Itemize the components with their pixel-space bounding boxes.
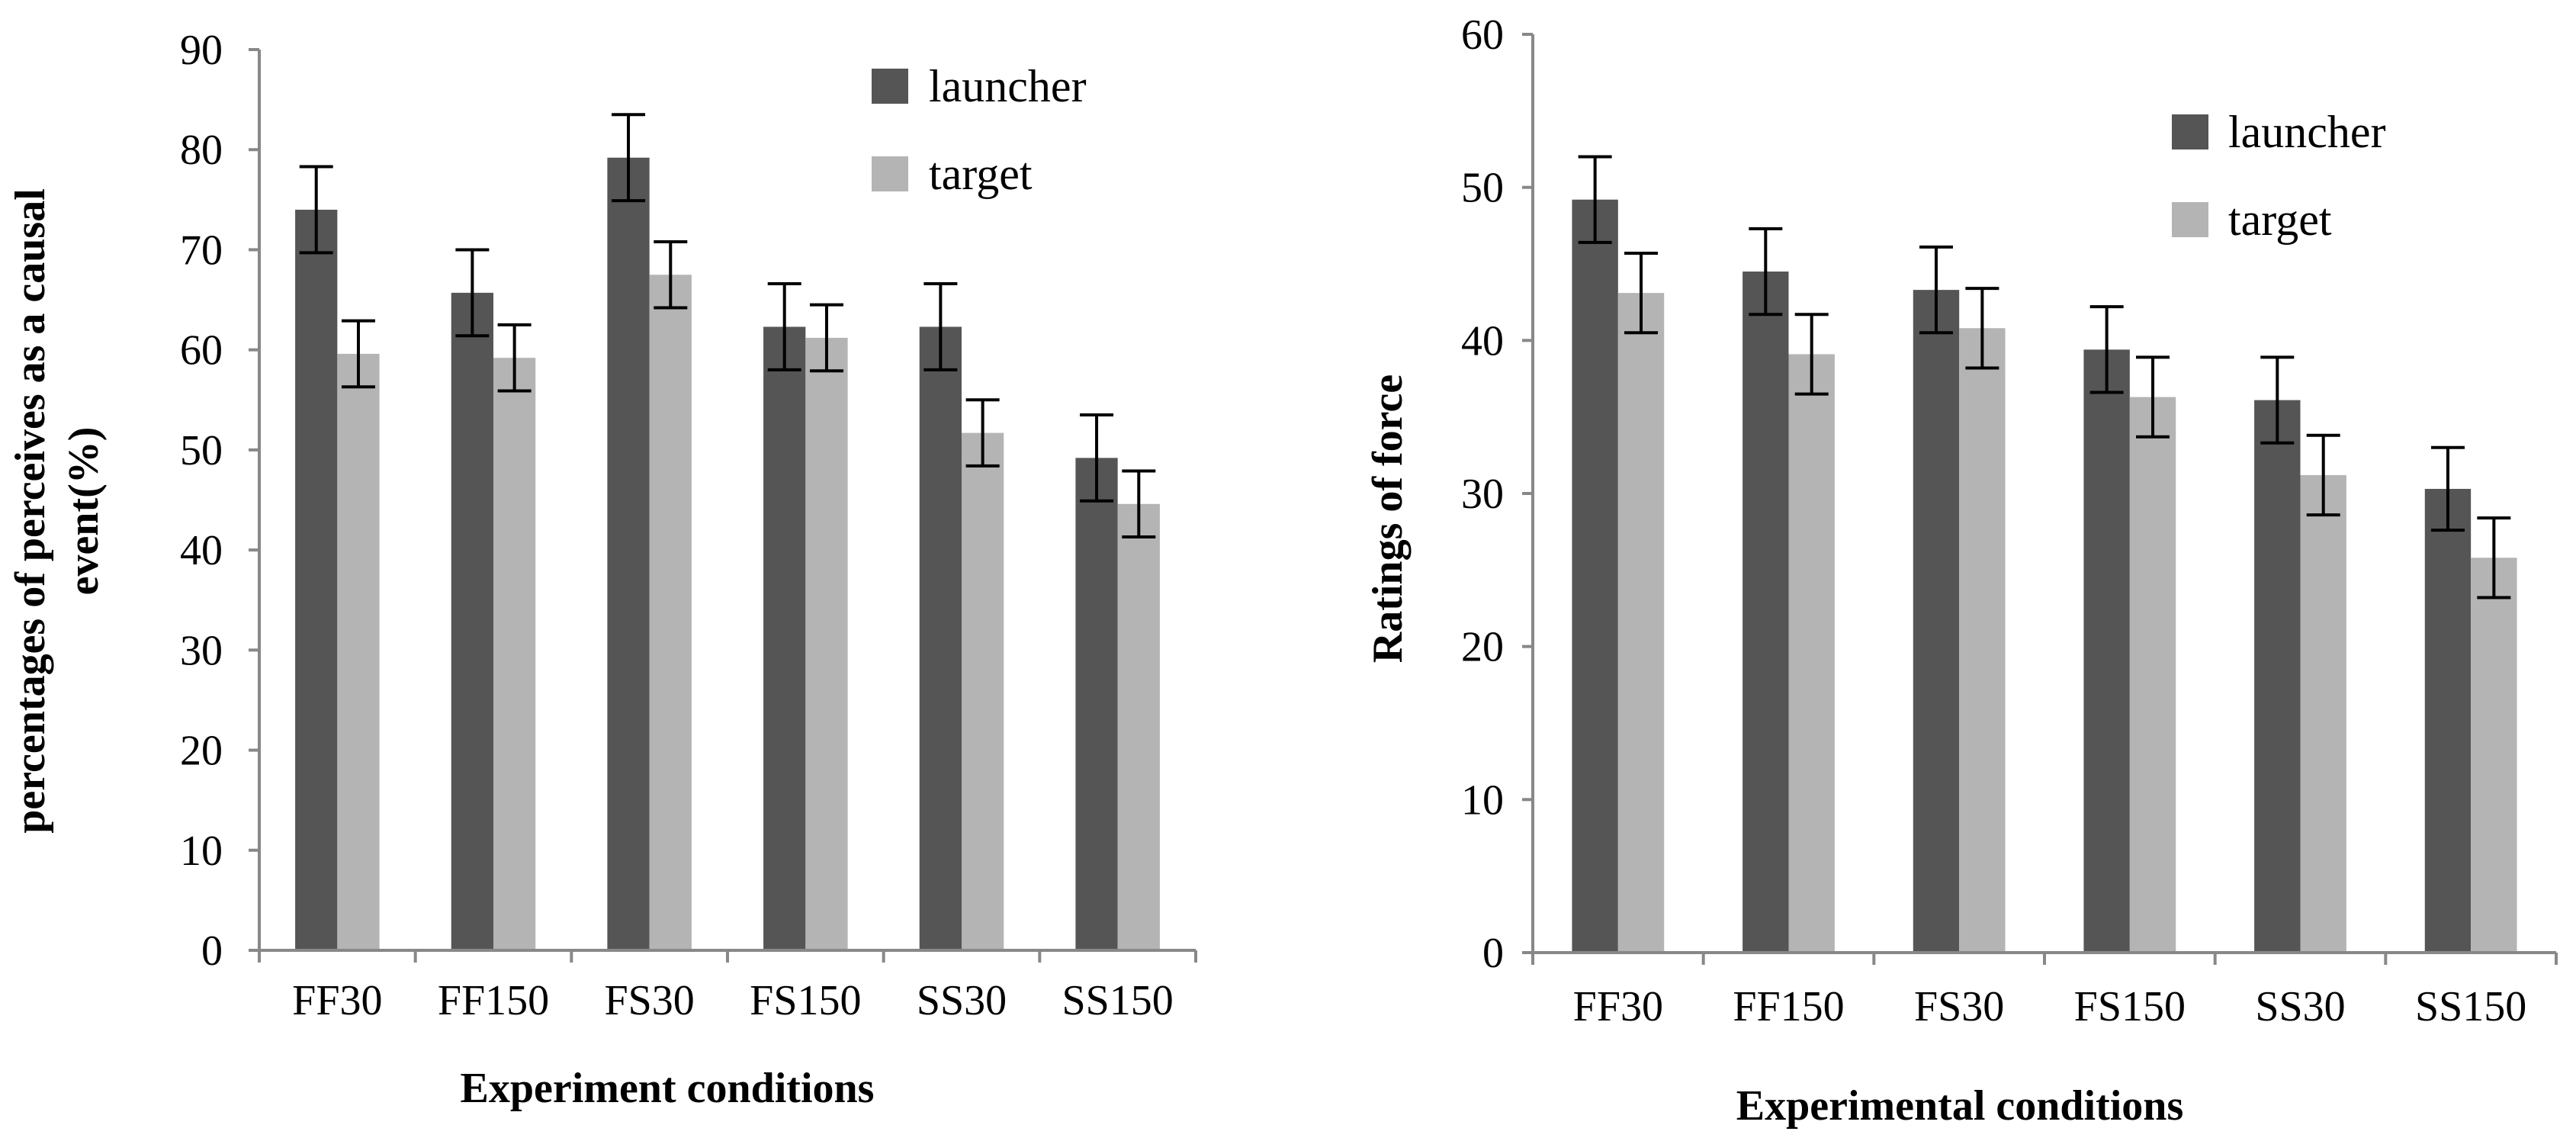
y-tick-label: 90 <box>180 27 223 74</box>
chart-0-axes <box>258 50 1196 952</box>
x-tick-label: FF30 <box>1573 983 1663 1030</box>
bar-launcher-FF30 <box>295 209 338 950</box>
chart-0-y-axis-title-line1: percentages of perceives as a causal <box>7 188 54 834</box>
bar-target-FF150 <box>1788 354 1835 953</box>
legend-swatch-launcher <box>2172 114 2208 149</box>
chart-causal-percentages: 0 10 20 30 40 50 60 70 80 90 FF30 FF150 FS30 FS150 SS… <box>7 27 1197 1112</box>
x-tick-label: FS30 <box>605 977 695 1024</box>
chart-0-y-axis-title-line2: event(%) <box>60 427 108 596</box>
chart-0-error-bars <box>299 113 1156 539</box>
bar-target-SS30 <box>962 432 1004 950</box>
y-tick-label: 30 <box>180 627 223 674</box>
x-tick-label: SS150 <box>2415 983 2526 1030</box>
y-tick-label: 70 <box>180 227 223 274</box>
chart-1-y-axis-title: Ratings of force <box>1364 374 1412 663</box>
chart-force-ratings: 0 10 20 30 40 50 60 FF30 FF150 FS30 FS150 SS30 SS15… <box>1364 11 2558 1130</box>
bar-target-FS30 <box>1959 328 2006 953</box>
bar-target-SS30 <box>2300 474 2346 953</box>
bar-launcher-SS30 <box>2254 400 2301 953</box>
y-tick-label: 20 <box>180 728 223 775</box>
bar-launcher-FS30 <box>607 157 650 951</box>
bar-target-SS150 <box>1117 503 1160 950</box>
y-tick-label: 0 <box>1482 930 1504 977</box>
y-tick-label: 40 <box>1461 317 1504 365</box>
legend-label-target: target <box>929 149 1033 199</box>
y-tick-label: 30 <box>1461 471 1504 518</box>
bar-target-FF30 <box>337 353 380 951</box>
bar-launcher-SS150 <box>1075 458 1118 950</box>
y-tick-label: 10 <box>1461 776 1504 824</box>
chart-1-x-ticks: FF30 FF150 FS30 FS150 SS30 SS150 <box>1531 953 2558 1030</box>
y-tick-label: 60 <box>180 327 223 374</box>
legend-swatch-launcher <box>872 69 908 104</box>
bar-target-SS150 <box>2471 558 2517 953</box>
x-tick-label: FF30 <box>292 977 382 1024</box>
chart-0-x-axis-title: Experiment conditions <box>461 1065 875 1112</box>
x-tick-label: FS150 <box>2074 983 2186 1030</box>
x-tick-label: FF150 <box>438 977 549 1024</box>
x-tick-label: SS30 <box>2255 983 2345 1030</box>
chart-0-y-ticks: 0 10 20 30 40 50 60 70 80 90 <box>180 27 259 975</box>
y-tick-label: 50 <box>180 427 223 474</box>
chart-0-bars <box>295 157 1160 951</box>
chart-0-x-ticks: FF30 FF150 FS30 FS150 SS30 SS150 <box>258 950 1197 1024</box>
legend-swatch-target <box>872 156 908 191</box>
bar-launcher-SS150 <box>2424 488 2472 953</box>
chart-1-axes <box>1531 34 2556 954</box>
y-tick-label: 20 <box>1461 624 1504 671</box>
bar-target-FF30 <box>1617 293 1665 953</box>
chart-1-bars <box>1572 199 2517 953</box>
legend-label-launcher: launcher <box>929 61 1087 111</box>
bar-launcher-FF30 <box>1572 199 1618 953</box>
bar-launcher-FS30 <box>1913 290 1960 953</box>
y-tick-label: 50 <box>1461 165 1504 212</box>
y-tick-label: 40 <box>180 527 223 574</box>
chart-1-error-bars <box>1578 155 2511 599</box>
legend-swatch-target <box>2172 202 2208 237</box>
legend-label-launcher: launcher <box>2228 107 2386 157</box>
y-tick-label: 80 <box>180 127 223 174</box>
legend-label-target: target <box>2228 194 2332 245</box>
chart-0-legend: launcher target <box>872 61 1087 199</box>
x-tick-label: FS30 <box>1914 983 2004 1030</box>
y-tick-label: 10 <box>180 828 223 875</box>
x-tick-label: SS30 <box>917 977 1007 1024</box>
bar-launcher-FF150 <box>1742 272 1789 953</box>
x-tick-label: FF150 <box>1733 983 1844 1030</box>
bar-launcher-SS30 <box>919 326 962 950</box>
chart-1-legend: launcher target <box>2172 107 2386 245</box>
chart-1-y-ticks: 0 10 20 30 40 50 60 <box>1461 11 1533 977</box>
bar-launcher-FF150 <box>451 292 493 950</box>
chart-1-x-axis-title: Experimental conditions <box>1736 1082 2183 1130</box>
x-tick-label: FS150 <box>750 977 861 1024</box>
bar-launcher-FS150 <box>763 326 806 950</box>
y-tick-label: 0 <box>201 927 223 975</box>
y-tick-label: 60 <box>1461 11 1504 59</box>
bar-target-FS150 <box>805 337 848 950</box>
bar-target-FS150 <box>2129 397 2176 953</box>
bar-launcher-FS150 <box>2083 349 2130 953</box>
bar-target-FF150 <box>493 358 536 951</box>
bar-target-FS30 <box>649 275 692 950</box>
x-tick-label: SS150 <box>1062 977 1174 1024</box>
